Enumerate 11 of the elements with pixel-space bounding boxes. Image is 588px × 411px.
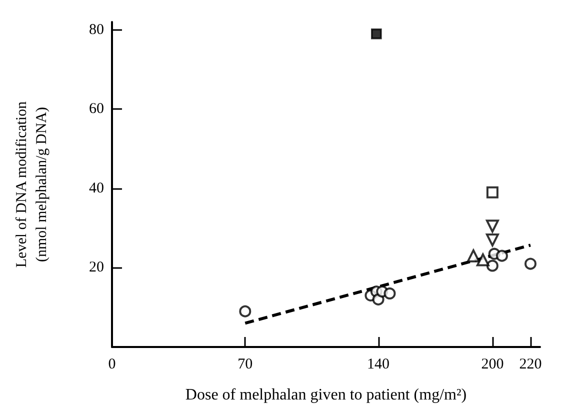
x-tick-label: 140 bbox=[367, 356, 390, 372]
y-axis-title: Level of DNA modification (nmol melphalan/g DNA) bbox=[14, 100, 50, 268]
y-tick-label: 60 bbox=[89, 101, 104, 118]
x-tick-label: 220 bbox=[519, 356, 542, 372]
x-axis-title: Dose of melphalan given to patient (mg/m²) bbox=[185, 386, 467, 404]
y-tick-label: 80 bbox=[89, 22, 104, 38]
x-tick-label: 70 bbox=[238, 356, 253, 372]
x-tick-label: 0 bbox=[108, 356, 116, 372]
y-tick-label: 20 bbox=[89, 260, 104, 276]
y-tick-label: 40 bbox=[89, 180, 104, 196]
x-tick-label: 200 bbox=[481, 356, 504, 372]
